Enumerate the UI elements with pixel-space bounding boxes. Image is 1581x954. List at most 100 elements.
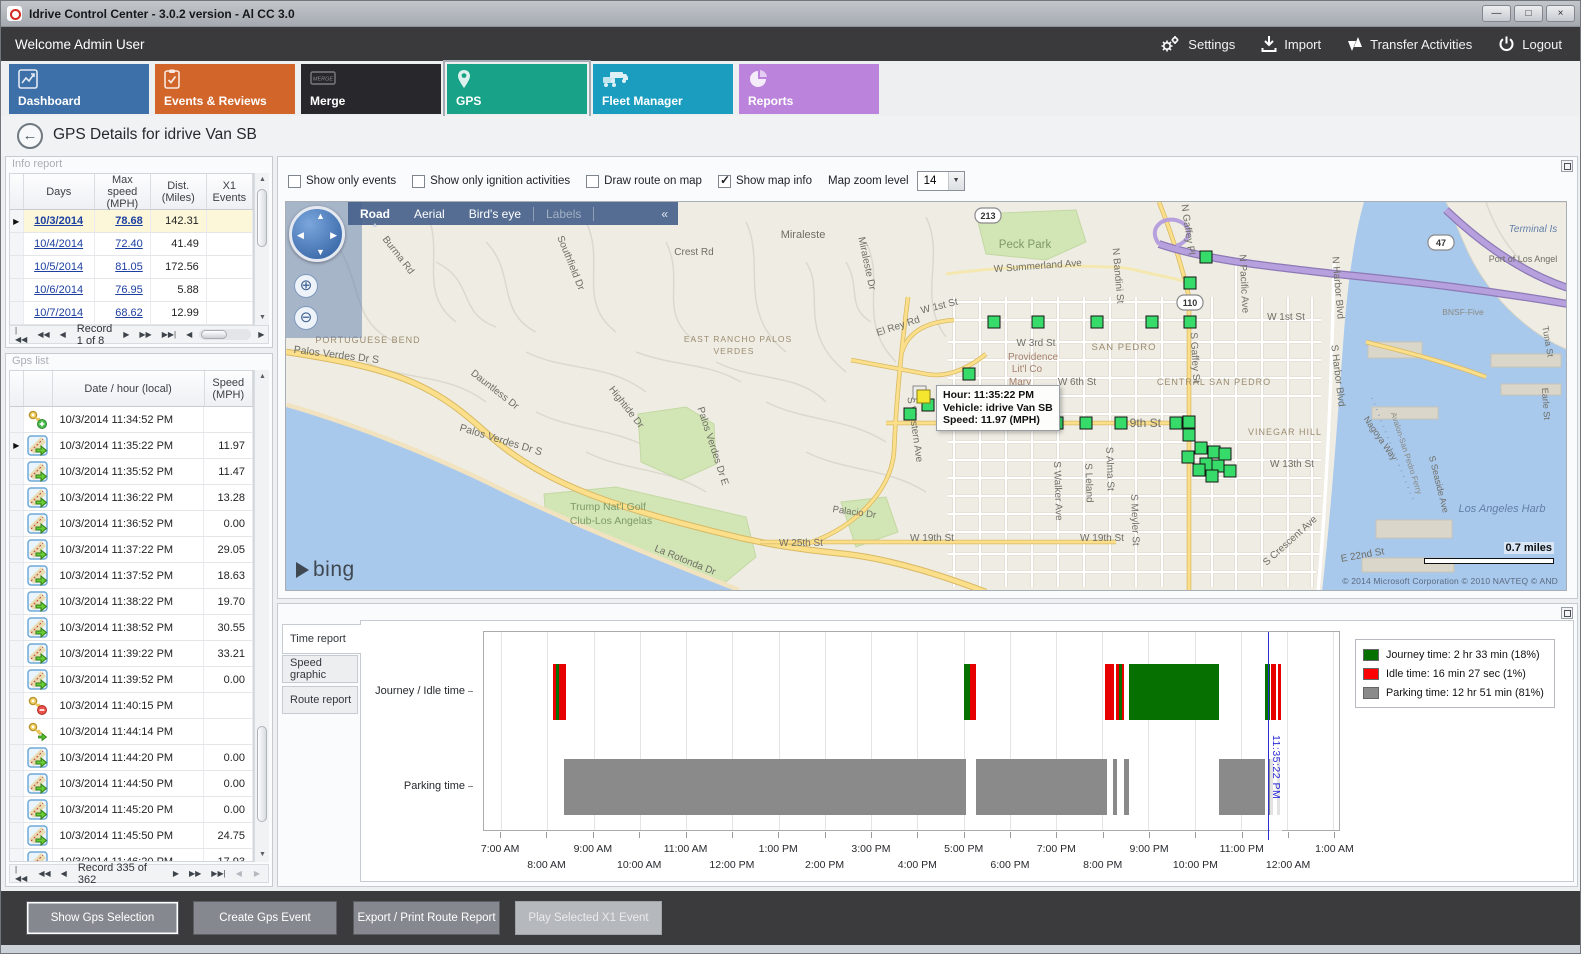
gps-point-marker[interactable]: [1207, 445, 1221, 459]
transfer-activities-button[interactable]: Transfer Activities: [1347, 35, 1472, 53]
days-link[interactable]: 10/6/2014: [34, 284, 84, 296]
table-row[interactable]: 10/3/2014 11:46:20 PM 17.93: [10, 849, 253, 861]
gps-point-marker[interactable]: [1145, 315, 1159, 329]
max-speed-cell[interactable]: 72.40: [95, 233, 151, 255]
gps-point-marker[interactable]: [1192, 463, 1206, 477]
map-zoom-out-button[interactable]: ⊖: [294, 306, 318, 330]
pager-prev-page-button[interactable]: ◀◀: [38, 869, 51, 878]
tab-route-report[interactable]: Route report: [282, 686, 358, 714]
datetime-cell[interactable]: 10/3/2014 11:39:22 PM: [53, 641, 205, 666]
days-cell[interactable]: 10/5/2014: [24, 256, 95, 278]
datetime-cell[interactable]: 10/3/2014 11:44:50 PM: [53, 771, 205, 796]
table-row[interactable]: 10/3/2014 11:34:52 PM: [10, 407, 253, 433]
datetime-cell[interactable]: 10/3/2014 11:40:15 PM: [53, 693, 205, 718]
datetime-cell[interactable]: 10/3/2014 11:38:22 PM: [53, 589, 205, 614]
max-speed-cell[interactable]: 76.95: [95, 279, 151, 301]
days-cell[interactable]: 10/6/2014: [24, 279, 95, 301]
gps-point-marker[interactable]: [1169, 416, 1183, 430]
pager-next-page-button[interactable]: ▶▶: [139, 330, 152, 339]
map-panel-collapse-button[interactable]: [1561, 160, 1573, 172]
datetime-cell[interactable]: 10/3/2014 11:45:50 PM: [53, 823, 205, 848]
days-link[interactable]: 10/7/2014: [34, 307, 84, 319]
table-row[interactable]: ▶ 10/3/2014 11:35:22 PM 11.97: [10, 433, 253, 459]
column-header[interactable]: Date / hour (local): [53, 371, 205, 406]
days-cell[interactable]: 10/4/2014: [24, 233, 95, 255]
selected-gps-point-marker[interactable]: [916, 389, 931, 404]
max-speed-link[interactable]: 68.62: [115, 307, 143, 319]
gps-point-marker[interactable]: [1218, 447, 1232, 461]
pager-next-button[interactable]: ▶: [123, 330, 130, 339]
map-view-bird-s-eye[interactable]: Bird's eye: [468, 206, 521, 221]
max-speed-link[interactable]: 81.05: [115, 261, 143, 273]
days-cell[interactable]: 10/3/2014: [24, 210, 95, 232]
map-canvas[interactable]: Miraleste Miraleste Dr Crest Rd Burma Rd Sou…: [285, 201, 1567, 591]
map-bar-collapse-button[interactable]: «: [661, 206, 668, 221]
settings-button[interactable]: Settings: [1159, 35, 1235, 53]
table-row[interactable]: 10/3/2014 11:39:22 PM 33.21: [10, 641, 253, 667]
datetime-cell[interactable]: 10/3/2014 11:46:20 PM: [53, 849, 205, 861]
table-row[interactable]: 10/3/2014 11:44:14 PM: [10, 719, 253, 745]
nav-tile-reports[interactable]: Reports: [739, 64, 879, 114]
import-button[interactable]: Import: [1261, 35, 1321, 53]
table-row[interactable]: 10/3/2014 11:35:52 PM 11.47: [10, 459, 253, 485]
pager-prev-button[interactable]: ◀: [60, 869, 67, 878]
gps-point-marker[interactable]: [1031, 315, 1045, 329]
pager-last-button[interactable]: ▶▶|: [161, 330, 177, 339]
gps-point-marker[interactable]: [1183, 276, 1197, 290]
datetime-cell[interactable]: 10/3/2014 11:44:20 PM: [53, 745, 205, 770]
gps-point-marker[interactable]: [1199, 250, 1213, 264]
gps-point-marker[interactable]: [1223, 464, 1237, 478]
datetime-cell[interactable]: 10/3/2014 11:36:22 PM: [53, 485, 205, 510]
nav-tile-merge[interactable]: MERGE Merge: [301, 64, 441, 114]
table-row[interactable]: 10/3/2014 11:45:50 PM 24.75: [10, 823, 253, 849]
gps-point-marker[interactable]: [903, 407, 917, 421]
checkbox-show-map-info[interactable]: Show map info: [717, 173, 812, 188]
close-button[interactable]: ×: [1546, 5, 1575, 22]
table-row[interactable]: 10/5/2014 81.05 172.56: [10, 256, 253, 279]
nav-tile-gps[interactable]: GPS: [447, 64, 587, 114]
table-row[interactable]: 10/3/2014 11:39:52 PM 0.00: [10, 667, 253, 693]
pager-first-button[interactable]: |◀◀: [15, 864, 28, 883]
column-header[interactable]: Days: [24, 174, 95, 209]
map-view-labels[interactable]: Labels: [533, 206, 595, 221]
nav-tile-dashboard[interactable]: Dashboard: [9, 64, 149, 114]
back-button[interactable]: ←: [17, 123, 43, 149]
max-speed-link[interactable]: 72.40: [115, 238, 143, 250]
tab-speed-graphic[interactable]: Speed graphic: [282, 655, 358, 683]
create-gps-event-button[interactable]: Create Gps Event: [193, 901, 337, 935]
pager-prev-button[interactable]: ◀: [59, 330, 66, 339]
datetime-cell[interactable]: 10/3/2014 11:37:52 PM: [53, 563, 205, 588]
gps-point-marker[interactable]: [1205, 469, 1219, 483]
pager-next-page-button[interactable]: ▶▶: [188, 869, 202, 878]
nav-tile-fleet-manager[interactable]: Fleet Manager: [593, 64, 733, 114]
gps-point-marker[interactable]: [1079, 416, 1093, 430]
table-row[interactable]: 10/6/2014 76.95 5.88: [10, 279, 253, 302]
table-row[interactable]: 10/3/2014 11:40:15 PM: [10, 693, 253, 719]
checkbox-show-only-events[interactable]: Show only events: [288, 174, 396, 188]
info-table-scrollbar[interactable]: ▲ ▼: [254, 173, 269, 325]
days-link[interactable]: 10/4/2014: [34, 238, 84, 250]
column-header[interactable]: Max speed (MPH): [95, 174, 151, 210]
gps-point-marker[interactable]: [1182, 415, 1196, 429]
tab-time-report[interactable]: Time report: [282, 624, 361, 654]
table-row[interactable]: 10/3/2014 11:38:22 PM 19.70: [10, 589, 253, 615]
checkbox-show-only-ignition-activities[interactable]: Show only ignition activities: [412, 174, 570, 188]
table-row[interactable]: 10/3/2014 11:36:22 PM 13.28: [10, 485, 253, 511]
column-header[interactable]: Speed (MPH): [205, 371, 253, 406]
gps-point-marker[interactable]: [987, 315, 1001, 329]
datetime-cell[interactable]: 10/3/2014 11:38:52 PM: [53, 615, 205, 640]
gps-table-scrollbar[interactable]: ▲ ▼: [254, 370, 269, 862]
table-row[interactable]: 10/7/2014 68.62 12.99: [10, 302, 253, 325]
max-speed-cell[interactable]: 81.05: [95, 256, 151, 278]
show-gps-selection-button[interactable]: Show Gps Selection: [26, 901, 179, 935]
datetime-cell[interactable]: 10/3/2014 11:34:52 PM: [53, 407, 205, 432]
datetime-cell[interactable]: 10/3/2014 11:35:22 PM: [53, 433, 205, 458]
gps-point-marker[interactable]: [1194, 441, 1208, 455]
column-header[interactable]: X1 Events: [207, 174, 253, 209]
table-row[interactable]: 10/3/2014 11:37:22 PM 29.05: [10, 537, 253, 563]
table-row[interactable]: 10/3/2014 11:45:20 PM 0.00: [10, 797, 253, 823]
max-speed-cell[interactable]: 78.68: [95, 210, 151, 232]
max-speed-link[interactable]: 76.95: [115, 284, 143, 296]
maximize-button[interactable]: □: [1514, 5, 1543, 22]
days-link[interactable]: 10/3/2014: [34, 215, 84, 227]
